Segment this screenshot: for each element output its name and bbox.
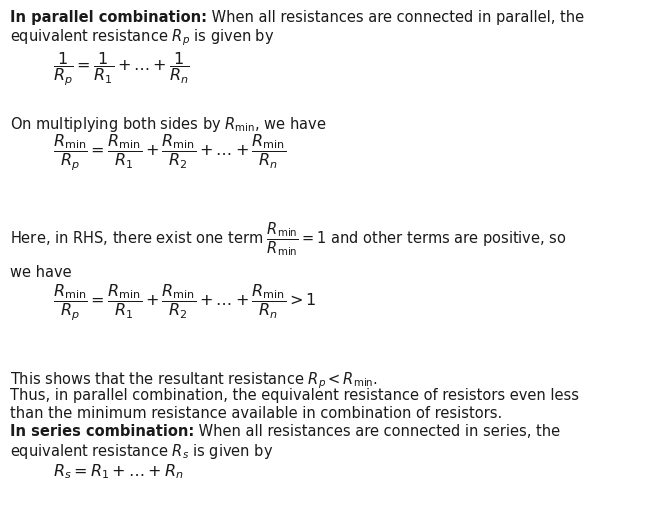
Text: $\dfrac{R_{\mathrm{min}}}{R_p} = \dfrac{R_{\mathrm{min}}}{R_1} + \dfrac{R_{\math: $\dfrac{R_{\mathrm{min}}}{R_p} = \dfrac{… bbox=[53, 283, 316, 323]
Text: When all resistances are connected in parallel, the: When all resistances are connected in pa… bbox=[207, 10, 584, 25]
Text: Here, in RHS, there exist one term $\dfrac{R_{\mathrm{min}}}{R_{\mathrm{min}}} =: Here, in RHS, there exist one term $\dfr… bbox=[10, 220, 567, 258]
Text: than the minimum resistance available in combination of resistors.: than the minimum resistance available in… bbox=[10, 406, 502, 421]
Text: $\dfrac{1}{R_p} = \dfrac{1}{R_1} + \ldots + \dfrac{1}{R_n}$: $\dfrac{1}{R_p} = \dfrac{1}{R_1} + \ldot… bbox=[53, 50, 190, 88]
Text: On multiplying both sides by $R_{\mathrm{min}}$, we have: On multiplying both sides by $R_{\mathrm… bbox=[10, 115, 327, 134]
Text: In parallel combination:: In parallel combination: bbox=[10, 10, 207, 25]
Text: we have: we have bbox=[10, 265, 72, 280]
Text: Thus, in parallel combination, the equivalent resistance of resistors even less: Thus, in parallel combination, the equiv… bbox=[10, 388, 579, 403]
Text: equivalent resistance $R_s$ is given by: equivalent resistance $R_s$ is given by bbox=[10, 442, 273, 461]
Text: This shows that the resultant resistance $R_p < R_{\mathrm{min}}$.: This shows that the resultant resistance… bbox=[10, 370, 378, 391]
Text: $R_s = R_1 + \ldots + R_n$: $R_s = R_1 + \ldots + R_n$ bbox=[53, 462, 183, 481]
Text: $\dfrac{R_{\mathrm{min}}}{R_p} = \dfrac{R_{\mathrm{min}}}{R_1} + \dfrac{R_{\math: $\dfrac{R_{\mathrm{min}}}{R_p} = \dfrac{… bbox=[53, 133, 286, 173]
Text: When all resistances are connected in series, the: When all resistances are connected in se… bbox=[194, 424, 560, 439]
Text: equivalent resistance $R_p$ is given by: equivalent resistance $R_p$ is given by bbox=[10, 27, 274, 47]
Text: In series combination:: In series combination: bbox=[10, 424, 194, 439]
